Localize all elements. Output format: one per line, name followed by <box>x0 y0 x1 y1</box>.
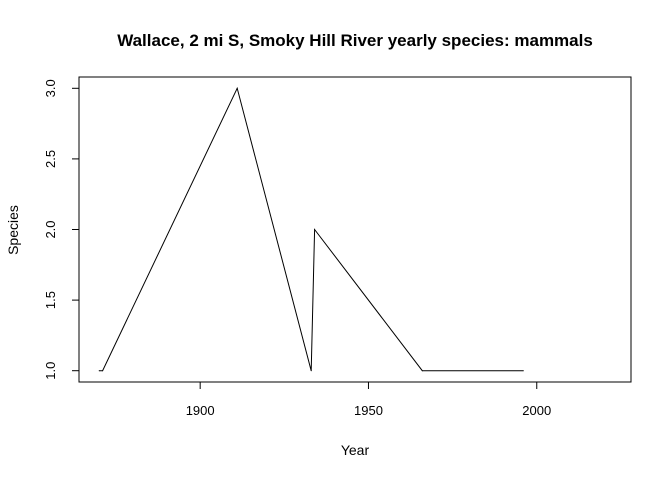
plot-frame <box>78 76 632 383</box>
y-tick-label: 3.0 <box>43 79 58 97</box>
x-tick-label: 2000 <box>522 403 551 418</box>
y-tick-label: 2.0 <box>43 220 58 238</box>
y-axis-label: Species <box>5 205 21 255</box>
data-point <box>522 370 524 372</box>
x-tick-label: 1950 <box>354 403 383 418</box>
data-point <box>314 229 316 230</box>
y-tick-label: 2.5 <box>43 150 58 168</box>
x-axis: 1900 1950 2000 <box>186 381 551 418</box>
data-point <box>421 370 423 372</box>
data-point <box>98 370 100 372</box>
chart-title: Wallace, 2 mi S, Smoky Hill River yearly… <box>117 31 593 50</box>
data-point <box>236 87 238 89</box>
series-line <box>99 86 524 372</box>
x-tick-label: 1900 <box>186 403 215 418</box>
y-tick-label: 1.5 <box>43 291 58 309</box>
data-point <box>102 370 104 372</box>
x-axis-label: Year <box>341 442 370 458</box>
y-tick-label: 1.0 <box>43 362 58 380</box>
y-axis: 1.0 1.5 2.0 2.5 3.0 <box>43 79 80 380</box>
series-group <box>98 86 524 372</box>
data-point <box>310 370 312 372</box>
